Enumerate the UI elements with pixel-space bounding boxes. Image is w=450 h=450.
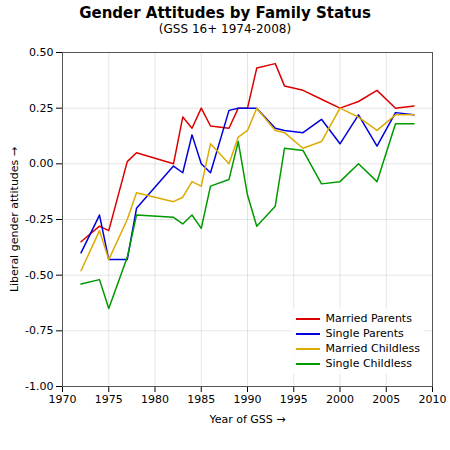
svg-text:1985: 1985 — [187, 393, 215, 406]
html-text:(GSS 16+ 1974-2008): (GSS 16+ 1974-2008) — [158, 22, 292, 36]
svg-text:1970: 1970 — [49, 393, 77, 406]
svg-text:1990: 1990 — [234, 393, 262, 406]
html-text:Married Parents: Married Parents — [325, 312, 412, 325]
html-text:Married Childless: Married Childless — [325, 342, 420, 355]
svg-text:0.00: 0.00 — [29, 157, 54, 170]
svg-text:Liberal gender attitudes →: Liberal gender attitudes → — [8, 147, 21, 292]
svg-text:-0.50: -0.50 — [25, 269, 53, 282]
svg-text:-0.75: -0.75 — [25, 324, 53, 337]
svg-text:2005: 2005 — [372, 393, 400, 406]
html-text:Single Parents: Single Parents — [325, 327, 404, 340]
svg-text:1975: 1975 — [95, 393, 123, 406]
svg-text:1980: 1980 — [141, 393, 169, 406]
svg-text:-0.25: -0.25 — [25, 213, 53, 226]
svg-text:Year of GSS →: Year of GSS → — [208, 413, 285, 426]
svg-text:0.25: 0.25 — [29, 102, 54, 115]
svg-text:1995: 1995 — [280, 393, 308, 406]
svg-text:2000: 2000 — [326, 393, 354, 406]
html-text:Single Childless: Single Childless — [325, 357, 412, 370]
html-text:Gender Attitudes by Family Sta: Gender Attitudes by Family Status — [79, 4, 371, 22]
svg-text:0.50: 0.50 — [29, 46, 54, 59]
svg-text:-1.00: -1.00 — [25, 380, 53, 393]
svg-text:2010: 2010 — [419, 393, 447, 406]
